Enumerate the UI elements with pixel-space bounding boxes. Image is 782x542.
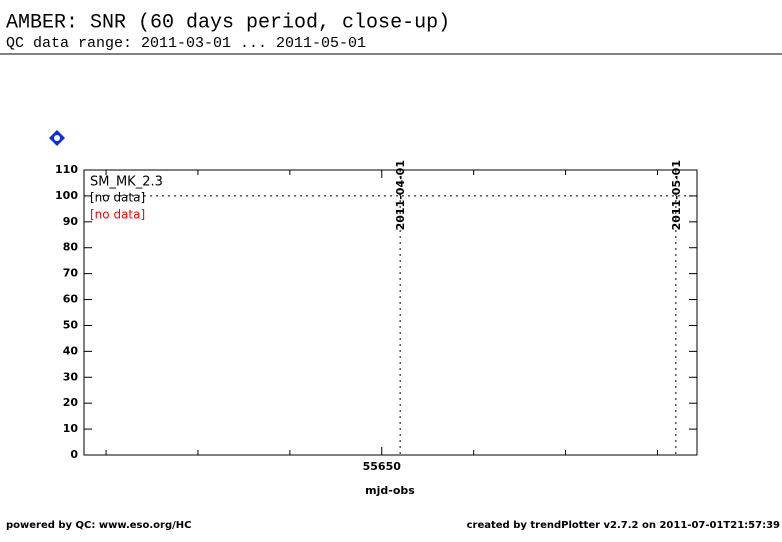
y-tick-label: 60 [63,293,79,306]
legend-entry: [no data] [90,191,145,205]
subtitle: QC data range: 2011-03-01 ... 2011-05-01 [6,35,366,52]
y-tick-label: 40 [63,344,79,357]
title: AMBER: SNR (60 days period, close-up) [6,11,450,34]
y-tick-label: 0 [70,448,78,461]
footer-right: created by trendPlotter v2.7.2 on 2011-0… [467,520,780,531]
help-dot[interactable] [54,135,60,141]
help-icon[interactable] [49,130,65,146]
legend-entry: [no data] [90,208,145,222]
y-tick-label: 90 [63,215,79,228]
y-tick-label: 80 [63,241,79,254]
y-tick-label: 100 [55,189,78,202]
y-tick-label: 50 [63,318,79,331]
y-tick-label: 110 [55,163,78,176]
plot-frame [83,169,698,456]
y-tick-label: 10 [63,422,79,435]
footer-left: powered by QC: www.eso.org/HC [6,520,191,531]
y-tick-label: 70 [63,267,79,280]
y-tick-label: 30 [63,370,79,383]
plot-label: SM_MK_2.3 [90,175,163,190]
date-marker-label: 2011-05-01 [670,160,683,230]
date-marker-label: 2011-04-01 [394,160,407,230]
x-axis-label: mjd-obs [365,484,415,497]
x-tick-label: 55650 [363,460,402,473]
y-tick-label: 20 [63,396,79,409]
